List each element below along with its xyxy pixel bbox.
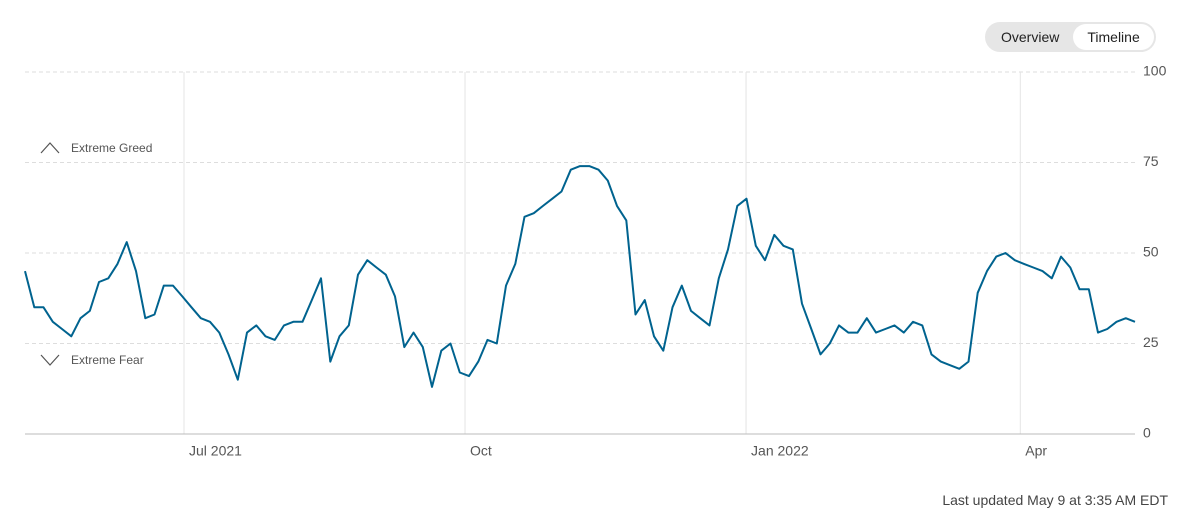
x-tick-label: Jul 2021 <box>189 443 242 459</box>
x-tick-label: Jan 2022 <box>751 443 809 459</box>
footer: Last updated May 9 at 3:35 AM EDT <box>942 492 1168 508</box>
x-tick-label: Apr <box>1025 443 1047 459</box>
x-tick-label: Oct <box>470 443 492 459</box>
greed-icon <box>40 142 60 154</box>
y-tick-label: 25 <box>1143 334 1159 350</box>
annotation: Extreme Greed <box>71 141 152 155</box>
tab-group: Overview Timeline <box>985 22 1156 52</box>
fear-icon <box>40 354 60 366</box>
tab[interactable]: Timeline <box>1073 24 1154 50</box>
line <box>24 165 1136 388</box>
y-tick-label: 100 <box>1143 63 1167 79</box>
y-tick-label: 0 <box>1143 425 1151 441</box>
annotation: Extreme Fear <box>71 353 144 367</box>
tab[interactable]: Overview <box>1001 29 1060 45</box>
y-tick-label: 50 <box>1143 244 1159 260</box>
y-tick-label: 75 <box>1143 153 1159 169</box>
